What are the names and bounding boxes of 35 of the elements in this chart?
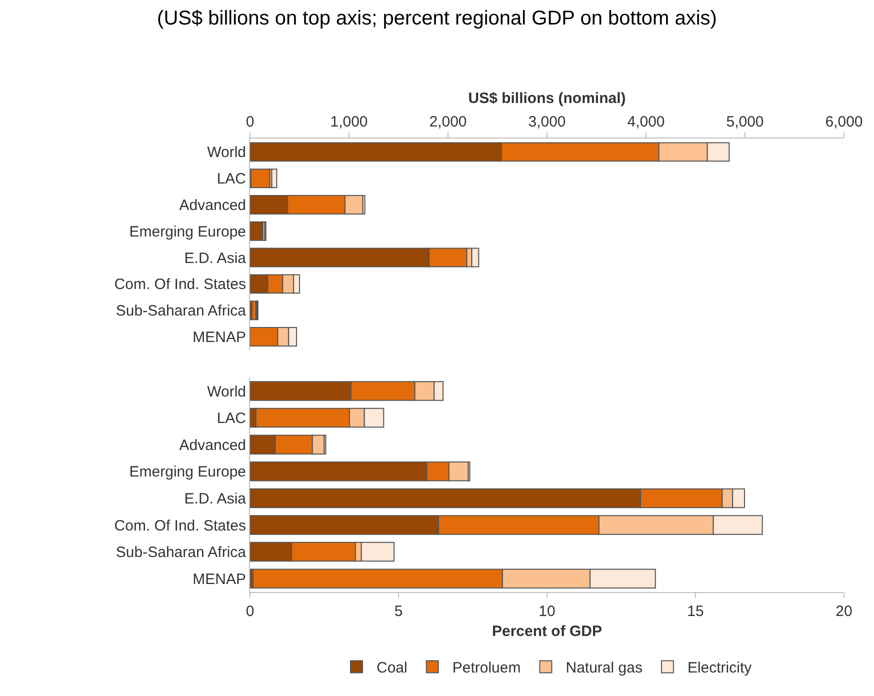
x-tick-label: 1,000 <box>330 114 368 131</box>
y-tick-label: E.D. Asia <box>184 490 247 508</box>
y-tick-label: MENAP <box>192 570 246 588</box>
y-tick-label: World <box>207 144 246 162</box>
legend-label: Natural gas <box>566 660 642 677</box>
y-tick-label: World <box>207 383 246 400</box>
y-tick-label: Advanced <box>179 196 246 214</box>
y-tick-label: Sub-Saharan Africa <box>116 302 247 320</box>
x-tick-label: 15 <box>687 603 704 620</box>
y-tick-label: E.D. Asia <box>184 250 247 267</box>
x-axis-title: Percent of GDP <box>492 623 602 640</box>
y-tick-label: Com. Of Ind. States <box>114 517 246 534</box>
y-tick-label: Advanced <box>179 436 246 454</box>
x-tick-label: 0 <box>246 603 254 620</box>
x-tick-label: 5 <box>394 603 403 620</box>
y-tick-label: LAC <box>216 410 246 428</box>
x-tick-label: 3,000 <box>528 114 566 131</box>
y-tick-label: Com. Of Ind. States <box>114 276 246 294</box>
legend-label: Petroluem <box>452 660 521 677</box>
x-tick-label: 20 <box>836 603 852 620</box>
x-tick-label: 2,000 <box>429 114 467 131</box>
y-tick-label: MENAP <box>192 328 246 346</box>
x-tick-label: 6,000 <box>825 114 863 131</box>
x-axis-title: US$ billions (nominal) <box>468 90 626 107</box>
legend-label: Coal <box>376 660 408 677</box>
x-tick-label: 5,000 <box>726 114 764 131</box>
legend-label: Electricity <box>687 660 752 677</box>
x-tick-label: 4,000 <box>627 114 665 131</box>
y-tick-label: Emerging Europe <box>129 223 246 240</box>
y-tick-label: LAC <box>216 170 246 188</box>
x-tick-label: 10 <box>538 603 556 620</box>
y-tick-label: Sub-Saharan Africa <box>116 544 247 562</box>
chart-title: (US$ billions on top axis; percent regional GDP on bottom axis) <box>157 7 717 30</box>
x-tick-label: 0 <box>246 114 254 131</box>
y-tick-label: Emerging Europe <box>129 464 246 481</box>
